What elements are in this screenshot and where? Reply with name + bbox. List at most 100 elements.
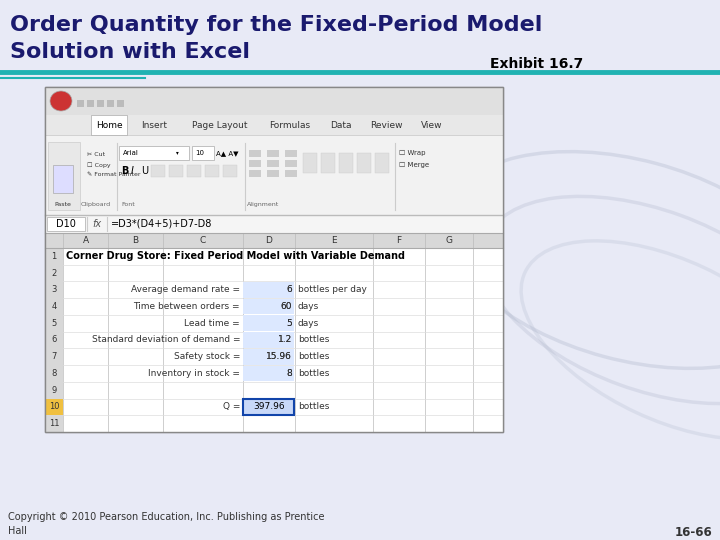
Text: 11: 11 (49, 419, 59, 428)
Text: bottles per day: bottles per day (298, 285, 367, 294)
Text: 6: 6 (287, 285, 292, 294)
Bar (243, 282, 294, 298)
Text: Review: Review (370, 120, 402, 130)
Bar (45, 215, 503, 233)
Bar (45, 281, 63, 298)
Text: 8: 8 (287, 369, 292, 378)
Text: A: A (82, 236, 89, 245)
Bar (45, 348, 63, 365)
Text: 1: 1 (51, 252, 57, 261)
Text: E: E (331, 236, 337, 245)
Text: Alignment: Alignment (247, 202, 279, 207)
Bar (285, 160, 297, 167)
Text: ✂ Cut: ✂ Cut (87, 152, 105, 158)
Text: B: B (121, 166, 128, 176)
Bar (151, 165, 165, 177)
Bar (243, 299, 294, 314)
Text: 10: 10 (195, 150, 204, 156)
Bar (87, 100, 94, 107)
Bar (45, 135, 503, 215)
Text: ☐ Copy: ☐ Copy (87, 162, 111, 168)
Text: B: B (132, 236, 138, 245)
Text: 5: 5 (287, 319, 292, 328)
Text: 3: 3 (51, 285, 57, 294)
Text: 1.2: 1.2 (278, 335, 292, 345)
Text: Order Quantity for the Fixed-Period Model: Order Quantity for the Fixed-Period Mode… (10, 15, 542, 35)
Text: Home: Home (96, 120, 122, 130)
Bar (243, 399, 294, 415)
Text: Formulas: Formulas (269, 120, 310, 130)
Text: I: I (131, 166, 134, 176)
Bar (47, 217, 85, 231)
Text: 6: 6 (287, 285, 292, 294)
Text: Page Layout: Page Layout (192, 120, 247, 130)
Text: D10: D10 (56, 219, 76, 229)
Bar (97, 100, 104, 107)
Ellipse shape (50, 91, 72, 111)
Text: ☐ Wrap: ☐ Wrap (399, 150, 426, 156)
Bar (45, 115, 503, 135)
Bar (357, 153, 371, 173)
Text: Insert: Insert (142, 120, 168, 130)
Text: Safety stock =: Safety stock = (174, 352, 240, 361)
Text: 397.96: 397.96 (253, 402, 285, 411)
Text: 8: 8 (287, 369, 292, 378)
Text: 9: 9 (51, 386, 57, 395)
Bar (249, 150, 261, 157)
Bar (243, 366, 294, 381)
Bar (45, 265, 63, 281)
Bar (91, 115, 127, 135)
Text: days: days (298, 319, 319, 328)
Text: Data: Data (330, 120, 351, 130)
Text: Q =: Q = (222, 402, 240, 411)
Bar (45, 87, 503, 432)
Bar (249, 160, 261, 167)
Bar (45, 233, 503, 432)
Text: fx: fx (92, 219, 102, 229)
Text: Arial: Arial (123, 150, 139, 156)
Text: Inventory in stock =: Inventory in stock = (148, 369, 240, 378)
Bar (267, 170, 279, 177)
Bar (285, 170, 297, 177)
Bar (243, 332, 294, 348)
Bar (45, 415, 63, 432)
Text: =D3*(D4+5)+D7-D8: =D3*(D4+5)+D7-D8 (111, 219, 212, 229)
Text: Lead time =: Lead time = (184, 319, 240, 328)
Text: D: D (266, 236, 272, 245)
Bar (45, 332, 63, 348)
Text: 60: 60 (281, 302, 292, 311)
Text: days: days (298, 302, 319, 311)
Bar (45, 298, 63, 315)
Text: 15.96: 15.96 (266, 352, 292, 361)
Text: G: G (446, 236, 452, 245)
Bar (187, 165, 201, 177)
Bar (117, 100, 124, 107)
Text: 6: 6 (51, 335, 57, 345)
Text: bottles: bottles (298, 335, 329, 345)
Bar (119, 146, 189, 160)
Bar (169, 165, 183, 177)
Text: 10: 10 (49, 402, 59, 411)
Bar (77, 100, 84, 107)
Bar (45, 87, 503, 432)
Text: Clipboard: Clipboard (81, 202, 111, 207)
Bar (45, 382, 63, 399)
Bar (53, 165, 73, 193)
Bar (285, 150, 297, 157)
Text: Time between orders =: Time between orders = (133, 302, 240, 311)
Text: bottles: bottles (298, 402, 329, 411)
Text: Standard deviation of demand =: Standard deviation of demand = (91, 335, 240, 345)
Text: Average demand rate =: Average demand rate = (131, 285, 240, 294)
Text: 4: 4 (51, 302, 57, 311)
Bar (192, 146, 214, 160)
Text: 5: 5 (51, 319, 57, 328)
Text: 5: 5 (287, 319, 292, 328)
Text: C: C (200, 236, 206, 245)
Bar (205, 165, 219, 177)
Bar (249, 170, 261, 177)
Bar (45, 315, 63, 332)
Bar (321, 153, 335, 173)
Bar (45, 365, 63, 382)
Text: 60: 60 (281, 302, 292, 311)
Text: 15.96: 15.96 (266, 352, 292, 361)
